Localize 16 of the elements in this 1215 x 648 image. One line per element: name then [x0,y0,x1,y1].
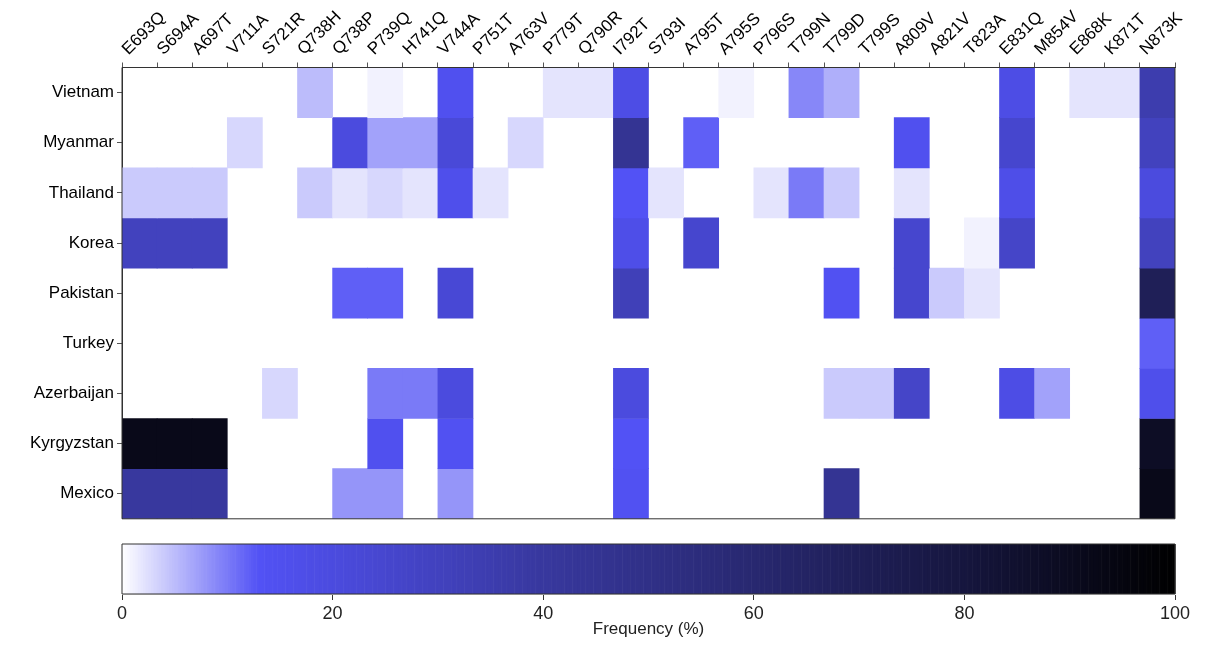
y-tick-label: Azerbaijan [33,383,114,403]
y-tick-label: Vietnam [51,82,114,102]
color-bar-label: 0 [116,602,128,623]
y-tick-label: Turkey [62,332,115,352]
y-tick-label: Korea [68,232,115,252]
y-tick-label: Kyrgyzstan [29,433,114,453]
color-bar-title: Frequency (%) [592,619,705,639]
y-tick-label: Myanmar [43,132,115,152]
color-bar-label: 80 [954,602,975,623]
color-bar-label: 60 [743,602,764,623]
color-bar-label: 100 [1159,602,1191,623]
y-tick-label: Thailand [48,182,114,202]
y-tick-label: Pakistan [48,282,114,302]
y-tick-label: Mexico [60,483,114,503]
color-bar-label: 20 [322,602,343,623]
color-bar-label: 40 [533,602,554,623]
